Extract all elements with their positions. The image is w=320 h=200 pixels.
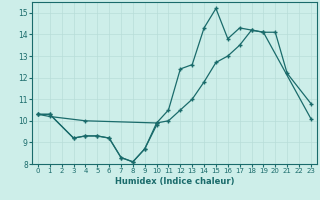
X-axis label: Humidex (Indice chaleur): Humidex (Indice chaleur) <box>115 177 234 186</box>
